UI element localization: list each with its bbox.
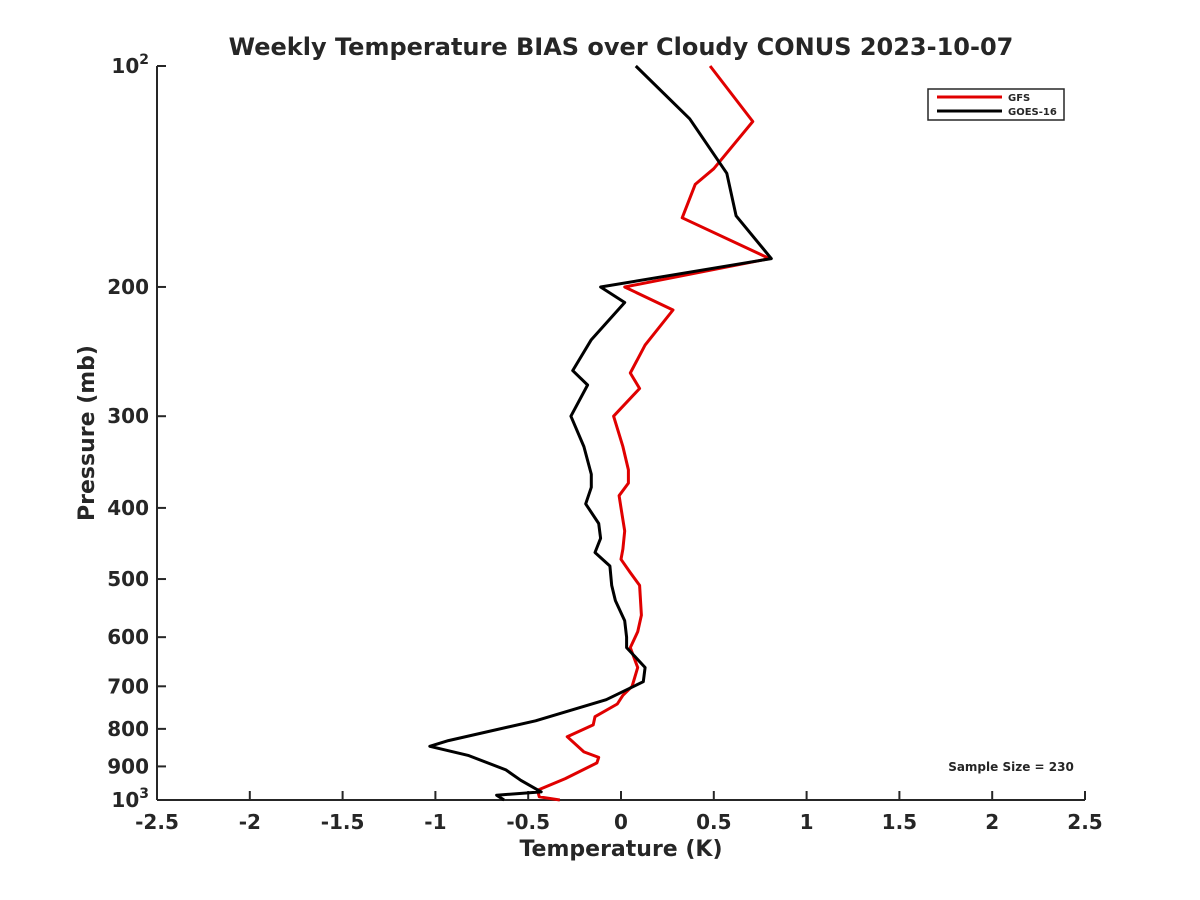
x-tick-label: 2 (985, 810, 999, 834)
y-tick-label-base: 800 (107, 717, 149, 741)
x-tick-label: -2.5 (135, 810, 179, 834)
y-tick-label-base: 10 (111, 54, 139, 78)
y-tick-label-base: 700 (107, 674, 149, 698)
y-tick-label: 700 (107, 674, 149, 698)
x-tick-label: -0.5 (506, 810, 550, 834)
series-layer (428, 64, 773, 802)
axes: -2.5 -2 -1.5 -1 -0.5 0 0.5 1 1.5 2 2.5102200300400… (107, 52, 1102, 834)
x-tick-label: 0 (614, 810, 628, 834)
y-tick-label-base: 400 (107, 496, 149, 520)
y-tick-label: 500 (107, 567, 149, 591)
x-tick-label: -1 (424, 810, 446, 834)
legend-label: GFS (1008, 93, 1030, 104)
y-tick-label: 600 (107, 625, 149, 649)
y-tick-label-base: 300 (107, 404, 149, 428)
series-line-gfs (536, 65, 771, 802)
x-tick-label: 1.5 (882, 810, 917, 834)
x-tick-label: 0.5 (696, 810, 731, 834)
sample-size-annotation: Sample Size = 230 (948, 760, 1074, 774)
y-tick-label-exponent: 2 (139, 52, 149, 68)
x-tick-label: 1 (800, 810, 814, 834)
x-tick-label: -2 (239, 810, 261, 834)
y-tick-label: 103 (111, 786, 149, 812)
chart-title: Weekly Temperature BIAS over Cloudy CONU… (229, 33, 1014, 61)
y-tick-label: 800 (107, 717, 149, 741)
legend-box (927, 88, 1065, 121)
y-tick-label-exponent: 3 (139, 786, 149, 802)
x-tick-label: 2.5 (1067, 810, 1102, 834)
y-axis-label: Pressure (mb) (75, 345, 100, 521)
y-tick-label-base: 10 (111, 788, 139, 812)
y-tick-label: 200 (107, 275, 149, 299)
y-tick-label-base: 200 (107, 275, 149, 299)
y-tick-label-base: 500 (107, 567, 149, 591)
series-line-goes-16 (428, 64, 773, 802)
x-axis-label: Temperature (K) (519, 837, 722, 862)
y-tick-label: 400 (107, 496, 149, 520)
y-tick-label-base: 600 (107, 625, 149, 649)
y-tick-label-base: 900 (107, 754, 149, 778)
legend-label: GOES-16 (1008, 107, 1057, 118)
y-tick-label: 900 (107, 754, 149, 778)
legend: GFS GOES-16 (927, 88, 1065, 121)
x-tick-label: -1.5 (321, 810, 365, 834)
y-tick-label: 102 (111, 52, 149, 78)
y-tick-label: 300 (107, 404, 149, 428)
